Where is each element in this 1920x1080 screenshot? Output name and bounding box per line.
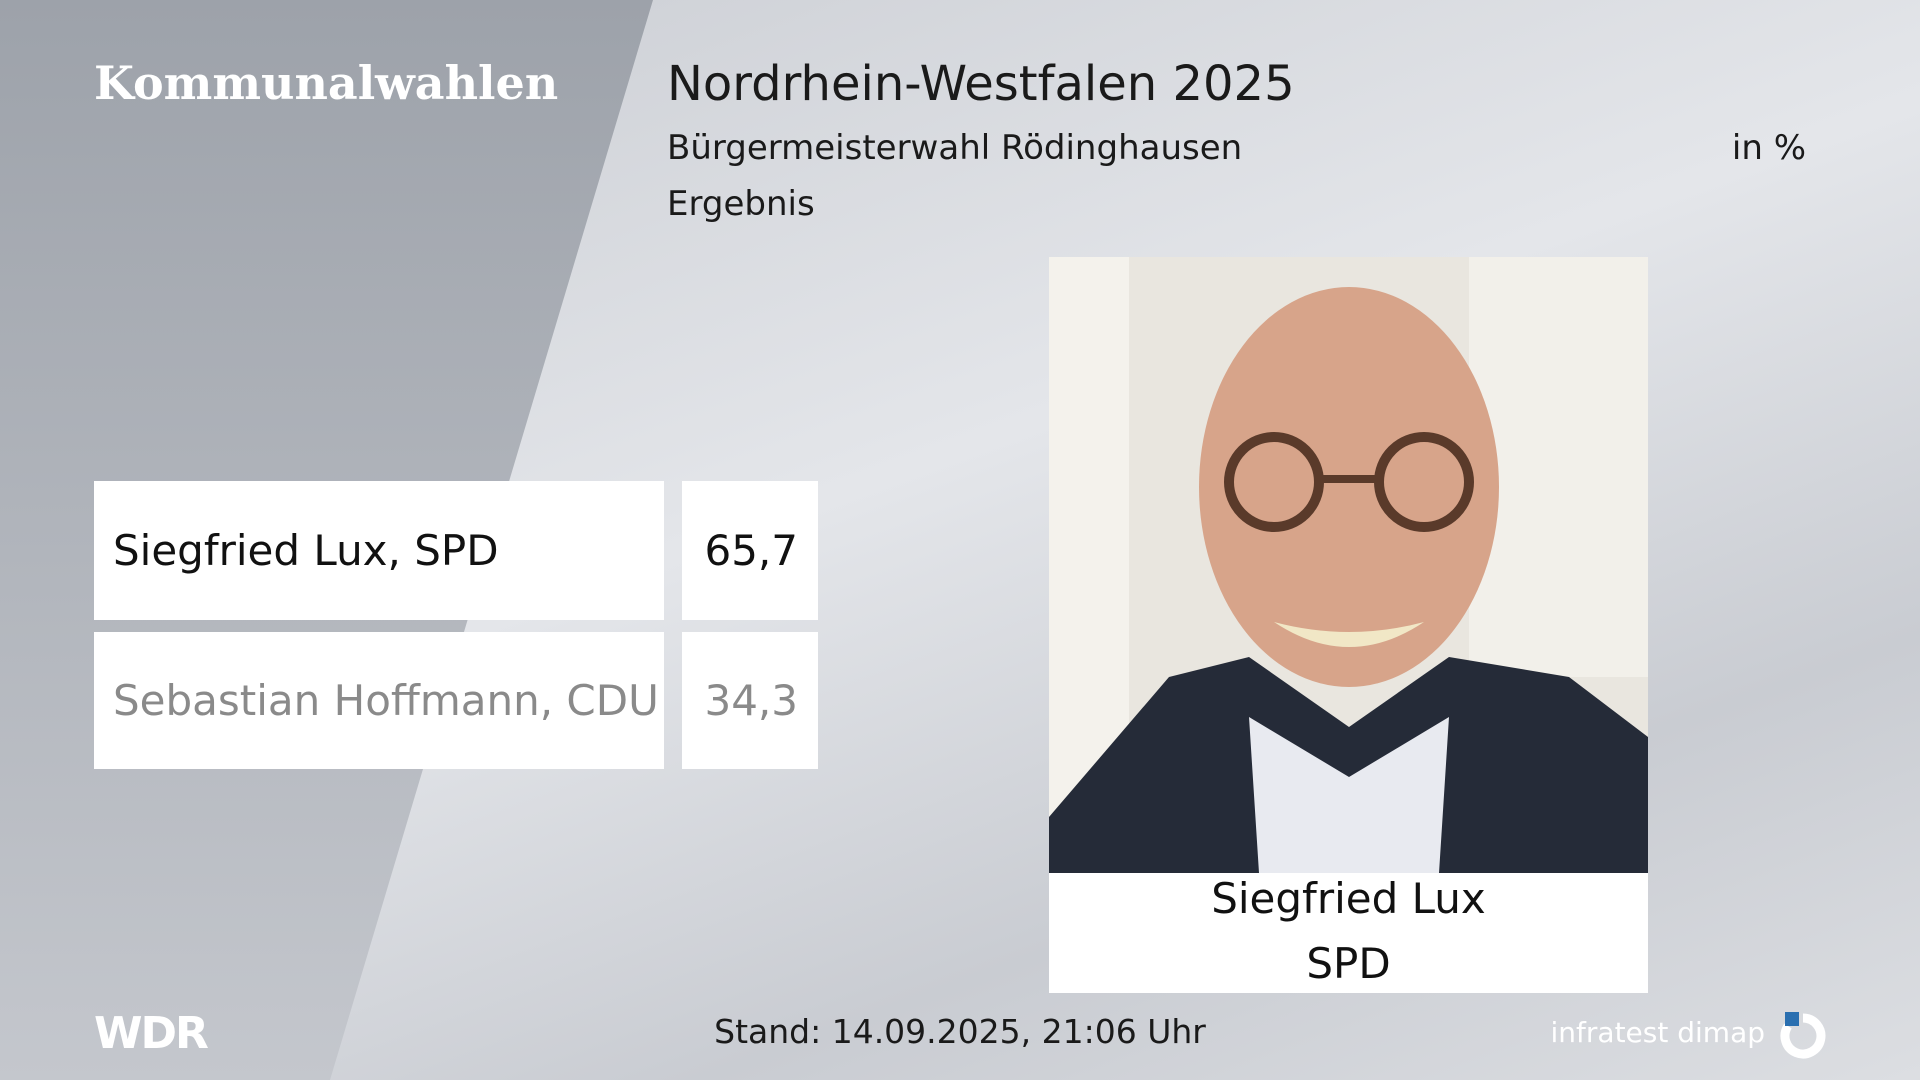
candidate-name: Siegfried Lux, SPD <box>94 481 664 620</box>
brand: Kommunalwahlen <box>94 56 559 110</box>
source: infratest dimap <box>1550 1016 1765 1049</box>
label: Ergebnis <box>667 184 815 224</box>
source-logo <box>1780 1012 1826 1059</box>
candidate-photo <box>1049 257 1648 873</box>
candidate-name: Sebastian Hoffmann, CDU <box>94 632 664 769</box>
unit: in % <box>1731 128 1806 168</box>
subtitle: Bürgermeisterwahl Rödinghausen <box>667 128 1243 168</box>
winner-party: SPD <box>1306 939 1391 988</box>
broadcaster-logo: WDR <box>94 1008 209 1059</box>
title: Nordrhein-Westfalen 2025 <box>667 56 1295 112</box>
candidate-share: 34,3 <box>682 632 818 769</box>
caption-box <box>1049 873 1648 993</box>
timestamp: Stand: 14.09.2025, 21:06 Uhr <box>714 1012 1206 1051</box>
winner-name: Siegfried Lux <box>1211 874 1486 923</box>
candidate-share: 65,7 <box>682 481 818 620</box>
